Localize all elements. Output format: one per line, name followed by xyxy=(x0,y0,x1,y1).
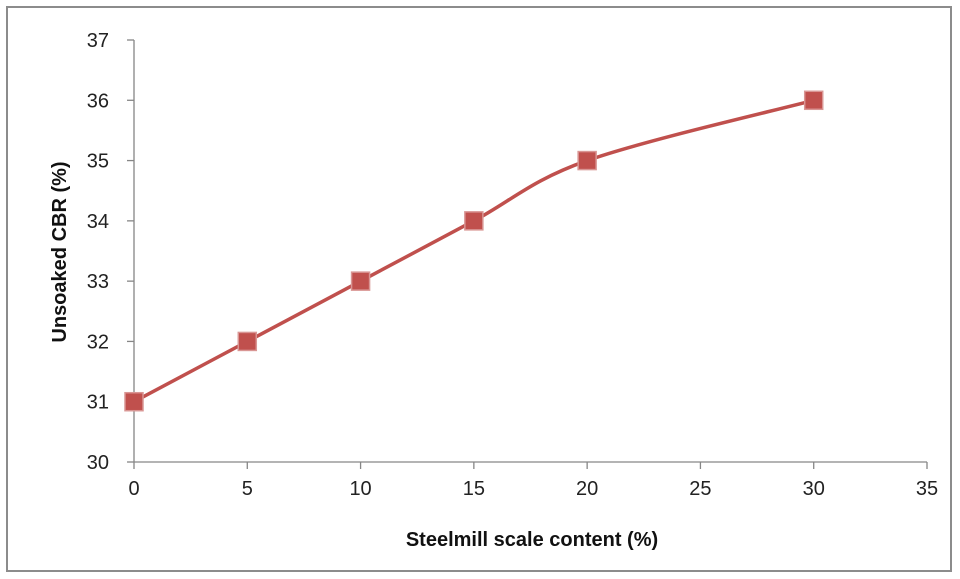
x-tick-label: 10 xyxy=(349,478,371,500)
y-tick-label: 30 xyxy=(87,452,109,474)
x-tick-label: 25 xyxy=(689,478,711,500)
x-tick-label: 15 xyxy=(463,478,485,500)
y-axis: 30 31 32 33 34 35 36 37 xyxy=(87,30,135,474)
x-tick-label: 5 xyxy=(242,478,253,500)
data-point-marker xyxy=(350,271,371,291)
y-tick-label: 37 xyxy=(87,30,109,52)
x-axis-title: Steelmill scale content (%) xyxy=(406,529,658,551)
y-tick-label: 31 xyxy=(87,392,109,414)
x-tick-label: 20 xyxy=(576,478,598,500)
data-point-marker xyxy=(237,331,258,352)
data-point-marker xyxy=(124,391,144,412)
data-point-marker xyxy=(803,90,824,111)
x-tick-label: 35 xyxy=(916,478,938,500)
data-point-marker xyxy=(464,211,484,231)
y-tick-label: 33 xyxy=(87,271,109,293)
chart-frame xyxy=(6,6,952,572)
y-tick-label: 35 xyxy=(87,151,109,173)
y-tick-label: 32 xyxy=(87,331,109,353)
x-tick-label: 0 xyxy=(128,478,139,500)
series-line xyxy=(133,98,815,404)
series-layer xyxy=(124,90,824,412)
x-tick-label: 30 xyxy=(803,478,825,500)
y-tick-label: 36 xyxy=(87,90,109,112)
data-point-marker xyxy=(577,150,597,171)
x-axis: 0 5 10 15 20 25 30 35 xyxy=(128,461,938,500)
y-axis-title: Unsoaked CBR (%) xyxy=(49,161,71,342)
y-tick-label: 34 xyxy=(87,211,109,233)
